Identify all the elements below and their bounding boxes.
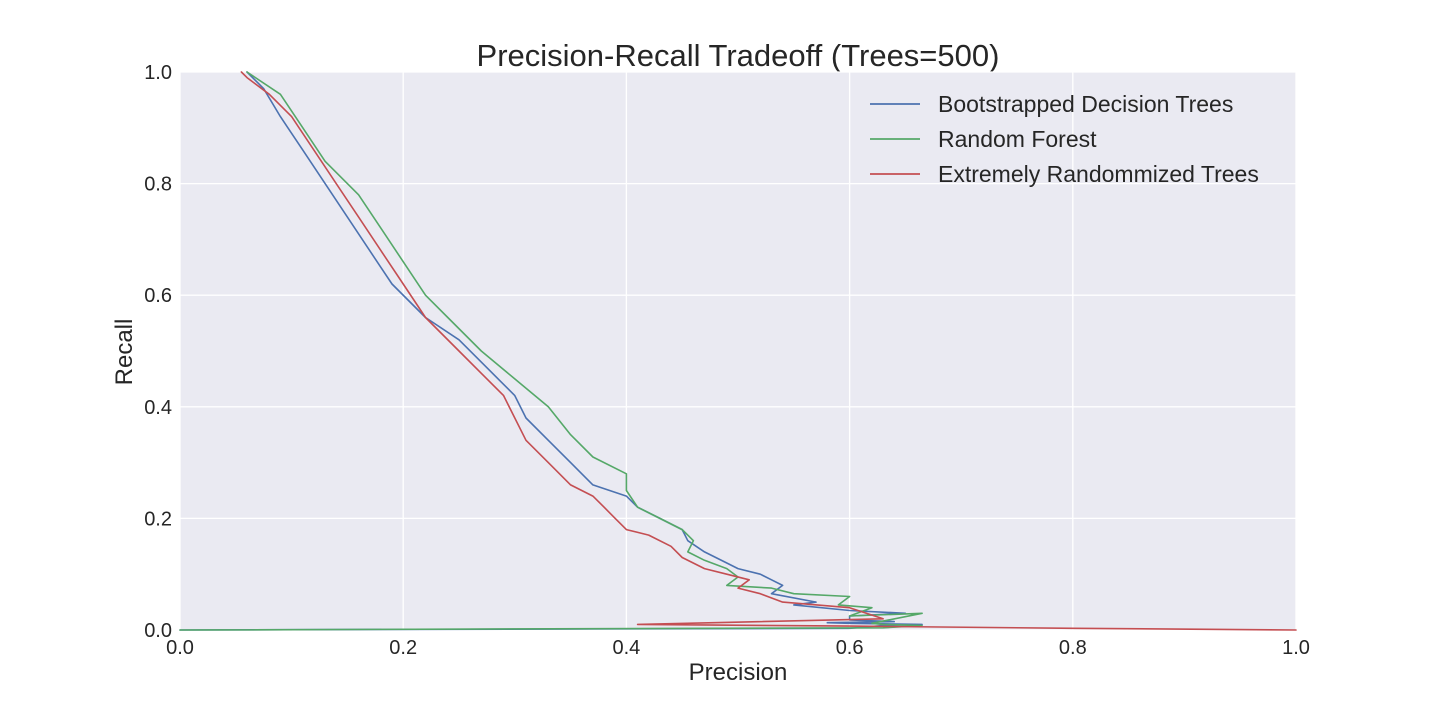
legend: Bootstrapped Decision Trees Random Forest…: [870, 91, 1259, 187]
x-tick-label: 0.4: [612, 637, 640, 659]
legend-label: Extremely Randommized Trees: [938, 161, 1259, 187]
y-tick-label: 0.6: [144, 285, 172, 307]
x-tick-label: 0.2: [389, 637, 417, 659]
series-line-bootstrapped-decision-trees: [179, 71, 923, 631]
y-tick-label: 0.8: [144, 174, 172, 196]
y-tick-label: 0.4: [144, 397, 172, 419]
x-tick-label: 0.6: [836, 637, 864, 659]
x-tick-labels: 0.0 0.2 0.4 0.6 0.8 1.0: [166, 637, 1310, 659]
y-tick-label: 1.0: [144, 62, 172, 84]
x-tick-label: 0.8: [1059, 637, 1087, 659]
x-tick-label: 0.0: [166, 637, 194, 659]
x-tick-label: 1.0: [1282, 637, 1310, 659]
legend-label: Bootstrapped Decision Trees: [938, 91, 1233, 117]
y-tick-label: 0.0: [144, 620, 172, 642]
y-tick-label: 0.2: [144, 508, 172, 530]
series-line-extremely-randommized-trees: [240, 71, 1297, 631]
plot-background: [180, 72, 1296, 630]
legend-label: Random Forest: [938, 126, 1097, 152]
x-axis-label: Precision: [689, 659, 788, 686]
series-line-random-forest: [179, 71, 923, 631]
series-group: [179, 71, 1297, 631]
chart-title: Precision-Recall Tradeoff (Trees=500): [477, 38, 1000, 73]
y-axis-label: Recall: [111, 319, 138, 386]
y-tick-labels: 0.0 0.2 0.4 0.6 0.8 1.0: [144, 62, 172, 642]
